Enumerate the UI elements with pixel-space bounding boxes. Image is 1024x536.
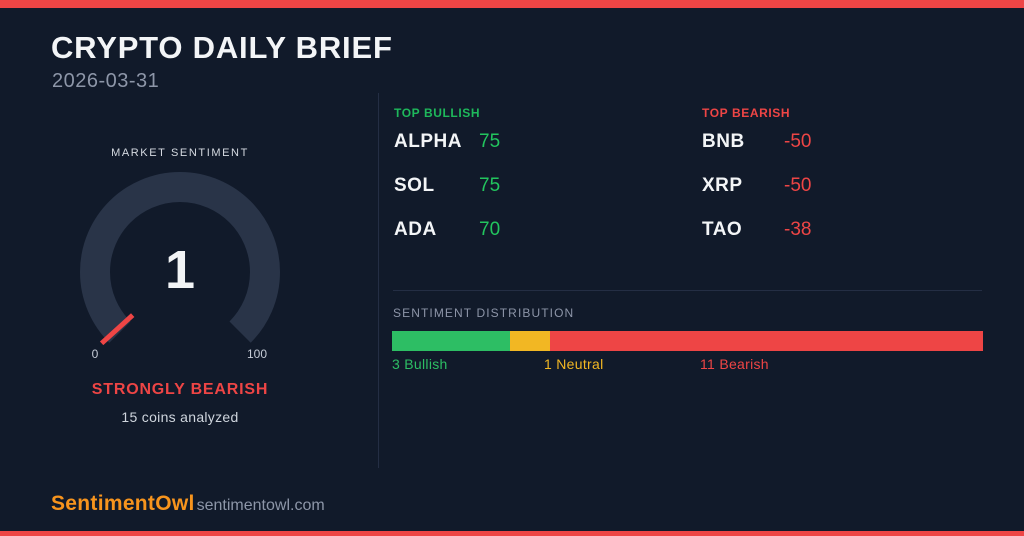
top-bullish-list: ALPHA 75 SOL 75 ADA 70 bbox=[394, 131, 634, 263]
gauge-min-label: 0 bbox=[92, 347, 99, 361]
top-bearish-list: BNB -50 XRP -50 TAO -38 bbox=[702, 131, 942, 263]
coin-score: -50 bbox=[784, 175, 812, 196]
coin-score: 70 bbox=[479, 219, 501, 240]
neutral-count-label: 1 Neutral bbox=[544, 356, 604, 372]
gauge-value: 1 bbox=[164, 240, 196, 300]
gauge-max-label: 100 bbox=[247, 347, 267, 361]
coin-symbol: XRP bbox=[702, 175, 743, 196]
coin-score: 75 bbox=[479, 131, 501, 152]
distribution-bar bbox=[392, 331, 983, 351]
horizontal-divider bbox=[393, 290, 982, 291]
bearish-count-label: 11 Bearish bbox=[700, 356, 769, 372]
coin-symbol: ALPHA bbox=[394, 131, 462, 152]
bullish-row: SOL 75 bbox=[394, 175, 634, 197]
top-bullish-title: TOP BULLISH bbox=[394, 106, 481, 120]
bottom-accent-bar bbox=[0, 531, 1024, 536]
bullish-row: ADA 70 bbox=[394, 219, 634, 241]
coin-score: 75 bbox=[479, 175, 501, 196]
bullish-row: ALPHA 75 bbox=[394, 131, 634, 153]
distribution-title: SENTIMENT DISTRIBUTION bbox=[393, 306, 575, 320]
top-accent-bar bbox=[0, 0, 1024, 8]
bullish-count-label: 3 Bullish bbox=[392, 356, 448, 372]
bullish-segment bbox=[392, 331, 511, 351]
website-url: sentimentowl.com bbox=[196, 497, 325, 514]
vertical-divider bbox=[378, 93, 379, 468]
top-bearish-title: TOP BEARISH bbox=[702, 106, 791, 120]
neutral-segment bbox=[510, 331, 550, 351]
report-date: 2026-03-31 bbox=[52, 70, 160, 92]
coin-score: -38 bbox=[784, 219, 812, 240]
footer: SentimentOwl sentimentowl.com bbox=[51, 492, 325, 516]
gauge-title: MARKET SENTIMENT bbox=[111, 147, 249, 159]
coins-analyzed-note: 15 coins analyzed bbox=[121, 409, 239, 425]
coin-symbol: BNB bbox=[702, 131, 745, 152]
bearish-row: TAO -38 bbox=[702, 219, 942, 241]
sentiment-gauge: 0 100 bbox=[80, 172, 280, 361]
bearish-segment bbox=[549, 331, 983, 351]
gauge-arc bbox=[80, 172, 280, 343]
page-title: CRYPTO DAILY BRIEF bbox=[51, 30, 393, 65]
coin-score: -50 bbox=[784, 131, 812, 152]
sentiment-status-badge: STRONGLY BEARISH bbox=[91, 381, 269, 398]
coin-symbol: SOL bbox=[394, 175, 435, 196]
bearish-row: BNB -50 bbox=[702, 131, 942, 153]
bearish-row: XRP -50 bbox=[702, 175, 942, 197]
coin-symbol: TAO bbox=[702, 219, 743, 240]
coin-symbol: ADA bbox=[394, 219, 437, 240]
gauge-needle bbox=[99, 313, 135, 346]
brand-logo: SentimentOwl bbox=[51, 492, 195, 515]
